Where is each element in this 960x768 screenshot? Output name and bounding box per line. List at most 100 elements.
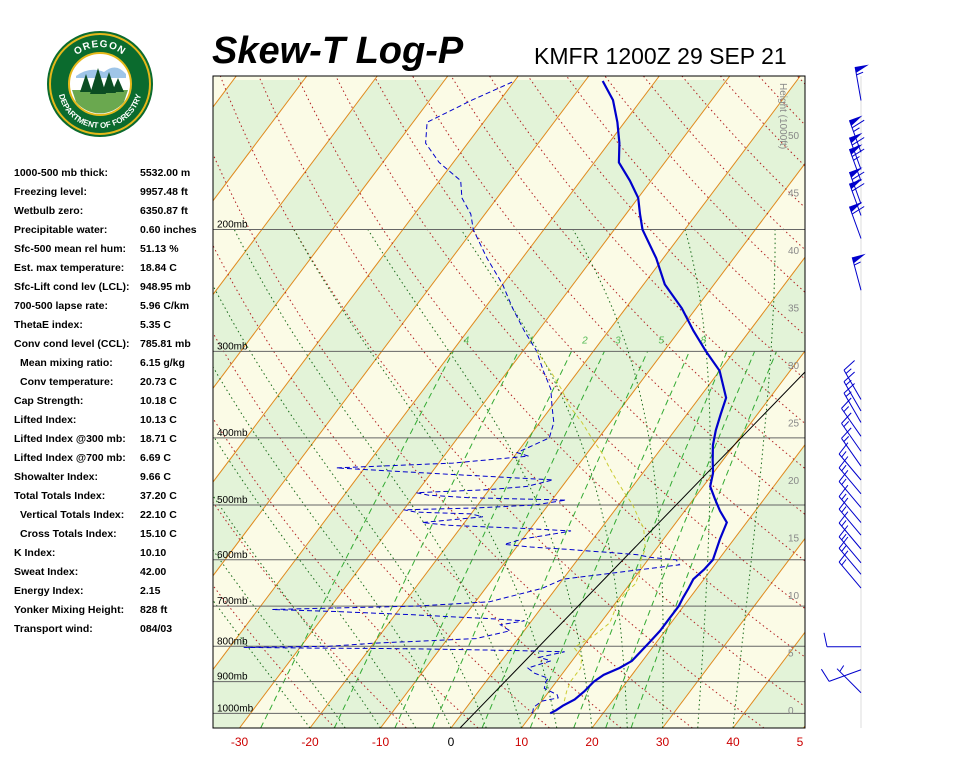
isotherm <box>213 76 519 483</box>
index-row: Mean mixing ratio: 6.15 g/kg <box>14 357 210 376</box>
wind-barb-flag <box>851 183 865 192</box>
plot-border <box>212 75 806 729</box>
wind-barb-flag <box>841 427 852 439</box>
mixing-ratio-line <box>260 351 454 728</box>
index-row: Yonker Mixing Height: 828 ft <box>14 604 210 623</box>
height-tick-label: 35 <box>788 304 800 315</box>
wind-barb <box>851 253 866 291</box>
index-label: Freezing level: <box>14 186 87 198</box>
moist-adiabat <box>684 229 711 728</box>
index-value: 18.71 C <box>140 433 177 445</box>
x-tick-label: 5 <box>797 735 804 749</box>
index-label: 1000-500 mb thick: <box>14 167 108 179</box>
isobar-label: 200mb <box>217 220 248 231</box>
x-tick-label: 20 <box>585 735 599 749</box>
wind-barb <box>843 383 862 423</box>
index-label: Wetbulb zero: <box>14 205 84 217</box>
wind-barb-staff <box>838 467 862 495</box>
isotherm <box>803 725 805 728</box>
wind-barb-half-flag <box>843 421 850 428</box>
wind-barb-staff <box>836 668 862 694</box>
index-value: 948.95 mb <box>140 281 191 293</box>
isotherm-band <box>0 80 22 728</box>
index-value: 37.20 C <box>140 490 177 502</box>
mixing-ratio-line <box>432 351 605 728</box>
wind-barb-half-flag <box>853 156 860 161</box>
index-value: 5532.00 m <box>140 167 191 179</box>
wind-barb-pennant <box>849 144 863 155</box>
index-row: Energy Index: 2.15 <box>14 585 210 604</box>
wind-barb-pennant <box>849 115 863 126</box>
index-row: Est. max temperature: 18.84 C <box>14 262 210 281</box>
isobar-label: 1000mb <box>217 703 254 714</box>
wind-barb <box>838 497 862 536</box>
wind-barb-pennant <box>852 253 866 264</box>
isotherm <box>662 537 805 728</box>
index-label: ThetaE index: <box>14 319 83 331</box>
wind-barb-flag <box>838 550 849 563</box>
x-tick-label: -30 <box>231 735 249 749</box>
wind-barb-staff <box>843 381 862 412</box>
wind-barb-staff <box>838 547 862 575</box>
isobar-label: 600mb <box>217 550 248 561</box>
isotherm <box>874 76 960 728</box>
wind-barb-half-flag <box>843 436 850 442</box>
index-row: Sfc-Lift cond lev (LCL): 948.95 mb <box>14 281 210 300</box>
wind-barb-column <box>820 64 869 728</box>
index-label: Sweat Index: <box>14 566 79 578</box>
mixing-ratio-line <box>529 351 690 728</box>
index-value: 5.96 C/km <box>140 300 190 312</box>
wind-barb-half-flag <box>841 520 847 527</box>
wind-barb-half-flag <box>845 379 852 386</box>
wind-barb <box>838 550 862 589</box>
index-value: 10.18 C <box>140 395 177 407</box>
mixing-ratio-line <box>630 351 777 728</box>
oregon-forestry-logo: OREGON DEPARTMENT OF FORESTRY <box>47 31 153 137</box>
isotherm <box>213 76 590 577</box>
index-label: Energy Index: <box>14 585 84 597</box>
index-value: 18.84 C <box>140 262 177 274</box>
isobar-label: 800mb <box>217 636 248 647</box>
isotherm <box>213 76 378 296</box>
index-label: Transport wind: <box>14 623 93 635</box>
wind-barb-half-flag <box>845 391 852 397</box>
dry-adiabat <box>213 152 693 728</box>
mixing-ratio-line <box>573 351 728 728</box>
station-time-label: KMFR 1200Z 29 SEP 21 <box>534 43 787 69</box>
wind-barb-flag <box>838 442 849 455</box>
height-axis-label: Height (1000ft) <box>777 83 788 149</box>
height-tick-label: 40 <box>788 246 800 257</box>
index-label: K Index: <box>14 547 56 559</box>
stability-indices-panel: 1000-500 mb thick: 5532.00 m Freezing leve… <box>14 167 210 642</box>
index-label: Cross Totals Index: <box>20 528 117 540</box>
x-tick-label: -10 <box>372 735 390 749</box>
wind-barb-staff <box>841 423 862 452</box>
dry-adiabat <box>335 76 805 610</box>
isotherm-band <box>310 80 805 728</box>
wind-barb-half-flag <box>841 506 847 513</box>
index-row: Conv temperature: 20.73 C <box>14 376 210 395</box>
isotherm <box>213 76 308 202</box>
wind-barb-flag <box>843 371 855 382</box>
wind-barb-staff <box>841 408 862 437</box>
index-row: K Index: 10.10 <box>14 547 210 566</box>
mixing-ratio-line <box>481 351 649 728</box>
wind-barb-pennant <box>849 178 863 190</box>
index-label: Vertical Totals Index: <box>20 509 125 521</box>
wind-barb-pennant <box>855 64 869 73</box>
dry-adiabat <box>258 76 805 708</box>
reference-line <box>459 371 805 728</box>
wind-barb <box>836 665 862 694</box>
index-label: 700-500 lapse rate: <box>14 300 108 312</box>
wind-barb-half-flag <box>856 71 864 76</box>
index-label: Precipitable water: <box>14 224 108 236</box>
wind-barb-flag <box>820 668 830 682</box>
height-tick-label: 20 <box>788 476 800 487</box>
index-row: Freezing level: 9957.48 ft <box>14 186 210 205</box>
wind-barb-flag <box>851 171 865 181</box>
index-row: Conv cond level (CCL): 785.81 mb <box>14 338 210 357</box>
index-row: ThetaE index: 5.35 C <box>14 319 210 338</box>
wind-barb <box>838 536 862 575</box>
wind-barb <box>841 397 862 437</box>
index-label: Yonker Mixing Height: <box>14 604 125 616</box>
